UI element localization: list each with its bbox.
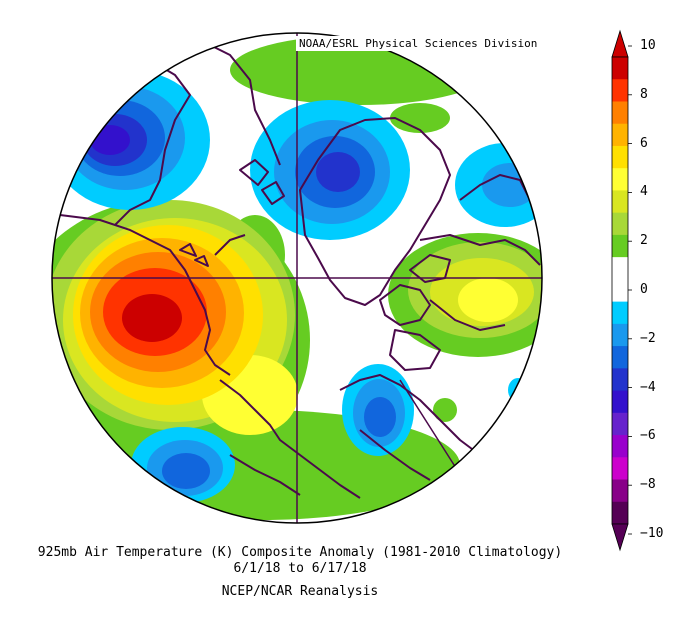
- colorbar-swatch: [612, 457, 628, 481]
- colorbar-swatch: [612, 435, 628, 458]
- colorbar-bottom-arrow: [611, 523, 629, 552]
- colorbar-swatch: [612, 168, 628, 191]
- credit-label: NOAA/ESRL Physical Sciences Division: [296, 36, 541, 51]
- cold-anomaly-south: [342, 364, 414, 456]
- colorbar-tick-label: −2: [640, 330, 656, 346]
- map-boundary-circle: [51, 32, 543, 524]
- colorbar-tick-label: 6: [640, 135, 648, 151]
- colorbar-swatch: [612, 123, 628, 147]
- colorbar-tick-label: 2: [640, 233, 648, 249]
- colorbar-swatch: [612, 346, 628, 369]
- colorbar-swatch: [612, 301, 628, 325]
- coastlines: [59, 39, 541, 499]
- warm-anomaly-east: [408, 242, 542, 338]
- colorbar-swatch: [612, 57, 628, 80]
- colorbar-swatch: [612, 257, 628, 280]
- figure-title: 925mb Air Temperature (K) Composite Anom…: [37, 545, 563, 560]
- colorbar-swatch: [612, 501, 628, 525]
- colorbar-tick-label: 8: [640, 86, 648, 102]
- warm-anomaly-west: [52, 200, 298, 435]
- colorbar: [611, 29, 632, 552]
- colorbar-tick-label: 0: [640, 282, 648, 297]
- colorbar-tick-label: −4: [640, 379, 656, 395]
- colorbar-tick-label: −6: [640, 428, 656, 444]
- colorbar-swatch: [612, 145, 628, 169]
- colorbar-swatch: [612, 412, 628, 436]
- colorbar-swatch: [612, 79, 628, 102]
- colorbar-swatch: [612, 368, 628, 392]
- data-source: NCEP/NCAR Reanalysis: [221, 584, 379, 599]
- anomaly-field: [52, 33, 542, 523]
- colorbar-swatch: [612, 190, 628, 214]
- colorbar-top-arrow: [611, 29, 629, 58]
- colorbar-swatch: [612, 323, 628, 347]
- colorbar-tick-label: 10: [640, 38, 656, 53]
- cold-anomaly-north: [250, 100, 410, 240]
- colorbar-swatch: [612, 479, 628, 503]
- colorbar-swatch: [612, 279, 628, 303]
- cold-anomaly-southwest: [131, 427, 235, 503]
- date-range: 6/1/18 to 6/17/18: [233, 561, 367, 576]
- colorbar-tick-label: −10: [640, 526, 664, 541]
- colorbar-tick-label: −8: [640, 477, 656, 493]
- colorbar-swatch: [612, 101, 628, 125]
- colorbar-swatch: [612, 390, 628, 414]
- colorbar-tick-label: 4: [640, 184, 648, 200]
- colorbar-swatch: [612, 212, 628, 236]
- colorbar-swatch: [612, 234, 628, 258]
